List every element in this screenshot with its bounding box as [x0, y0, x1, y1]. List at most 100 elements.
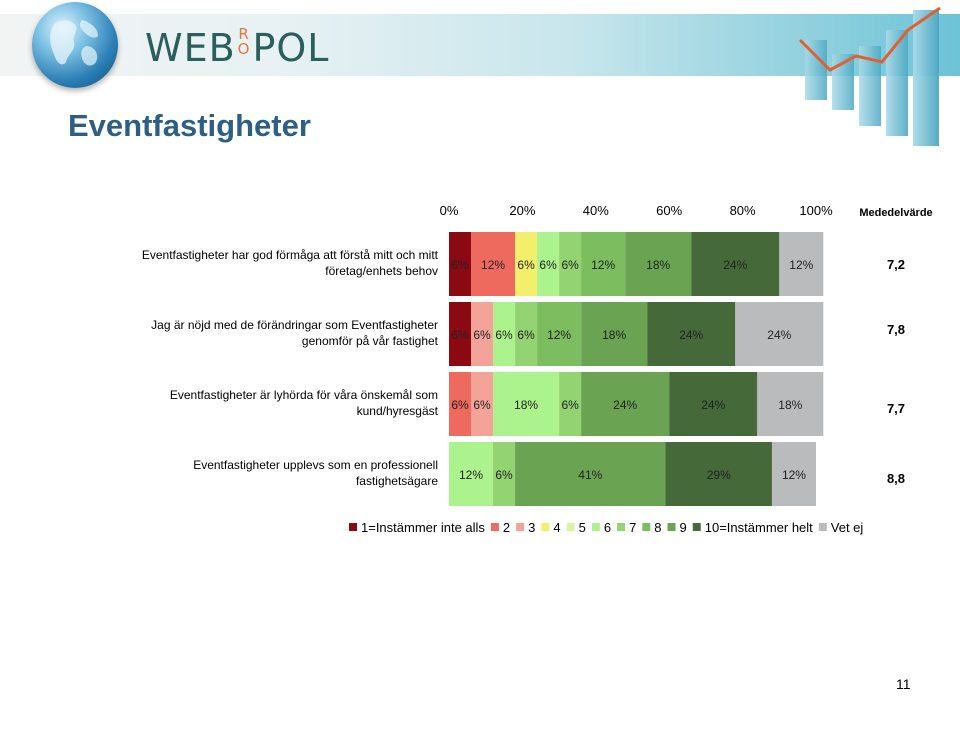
data-label: 6%: [517, 258, 535, 272]
header-banner: [0, 14, 960, 76]
mean-header: Mededelvärde: [859, 207, 932, 219]
data-label: 6%: [517, 328, 535, 342]
page-number: 11: [896, 676, 911, 692]
data-label: 12%: [591, 258, 615, 272]
bar-segment: [581, 232, 626, 296]
bar-segment: [493, 302, 516, 366]
bar-segment: [537, 302, 582, 366]
legend-label: Vet ej: [831, 520, 864, 535]
data-label: 24%: [767, 328, 791, 342]
data-label: 12%: [459, 468, 483, 482]
mean-value: 7,2: [887, 257, 905, 272]
data-label: 12%: [547, 328, 571, 342]
data-label: 6%: [561, 258, 579, 272]
legend-swatch: [692, 523, 701, 531]
row-label-line1: Eventfastigheter upplevs som en professi…: [193, 458, 438, 472]
data-label: 6%: [451, 328, 469, 342]
row-label-line2: företag/enhets behov: [325, 264, 438, 278]
bar-segment: [559, 232, 582, 296]
legend-label: 3: [528, 520, 535, 535]
legend-swatch: [818, 523, 827, 531]
bar-segment: [669, 372, 758, 436]
legend-swatch: [667, 523, 676, 531]
data-label: 6%: [451, 258, 469, 272]
data-label: 12%: [481, 258, 505, 272]
legend-swatch: [617, 523, 626, 531]
legend-label: 5: [579, 520, 586, 535]
mean-value: 8,8: [887, 471, 905, 486]
decorative-bars-graphic: [798, 6, 941, 146]
mean-value: 7,7: [887, 401, 905, 416]
bar-segment: [471, 302, 494, 366]
logo-text-left: WEB: [145, 26, 236, 70]
data-label: 18%: [646, 258, 670, 272]
bar-segment: [449, 442, 494, 506]
bar-segment: [735, 302, 824, 366]
bar-segment: [757, 372, 824, 436]
data-label: 12%: [782, 468, 806, 482]
row-label-line1: Eventfastigheter har god förmåga att för…: [142, 248, 439, 262]
bar-segment: [559, 372, 582, 436]
bar-segment: [771, 442, 816, 506]
data-label: 24%: [723, 258, 747, 272]
data-label: 18%: [602, 328, 626, 342]
bar-segment: [515, 232, 538, 296]
legend-label: 4: [553, 520, 560, 535]
bar-segment: [515, 442, 666, 506]
legend-label: 10=Instämmer helt: [705, 520, 813, 535]
legend-label: 2: [503, 520, 510, 535]
bar-segment: [691, 232, 780, 296]
data-label: 18%: [778, 398, 802, 412]
x-tick-label: 0%: [440, 203, 459, 218]
bar-segment: [537, 232, 560, 296]
legend-swatch: [591, 523, 600, 531]
x-tick-label: 80%: [730, 203, 756, 218]
row-label-line2: genomför på vår fastighet: [302, 334, 439, 348]
legend-swatch: [490, 523, 499, 531]
legend-label: 1=Instämmer inte alls: [361, 520, 485, 535]
data-label: 24%: [679, 328, 703, 342]
data-label: 6%: [561, 398, 579, 412]
bar-segment: [581, 302, 648, 366]
legend-swatch: [516, 523, 525, 531]
data-label: 12%: [789, 258, 813, 272]
logo: WEB R O POL: [145, 26, 329, 70]
data-label: 29%: [707, 468, 731, 482]
bar-segment: [647, 302, 736, 366]
stacked-bar-chart: 0% 20% 40% 60% 80% 100% Mededelvärde 6% 12% 6% 6% 6…: [142, 203, 933, 535]
bar-segment: [779, 232, 824, 296]
legend-swatch: [541, 523, 550, 531]
data-label: 6%: [539, 258, 557, 272]
legend-swatch: [642, 523, 651, 531]
data-label: 41%: [578, 468, 602, 482]
data-label: 6%: [451, 398, 469, 412]
row-label-line1: Eventfastigheter är lyhörda för våra öns…: [170, 388, 438, 402]
x-tick-label: 60%: [656, 203, 682, 218]
bar-segment: [449, 232, 472, 296]
mean-value: 7,8: [887, 322, 905, 337]
row-label-line1: Jag är nöjd med de förändringar som Even…: [151, 318, 438, 332]
bar-segment: [471, 372, 494, 436]
data-label: 6%: [473, 398, 491, 412]
x-tick-label: 20%: [509, 203, 535, 218]
bar-segment: [493, 372, 560, 436]
bar-segment: [581, 372, 670, 436]
data-label: 6%: [495, 328, 513, 342]
row-label-line2: kund/hyresgäst: [357, 404, 439, 418]
data-label: 18%: [514, 398, 538, 412]
bar-segment: [493, 442, 516, 506]
bar-segment: [665, 442, 772, 506]
logo-text-right: POL: [252, 26, 330, 70]
legend-label: 7: [629, 520, 636, 535]
data-label: 24%: [701, 398, 725, 412]
x-tick-label: 40%: [583, 203, 609, 218]
page-title: Eventfastigheter: [68, 108, 311, 143]
bar-segment: [449, 302, 472, 366]
legend-label: 9: [680, 520, 687, 535]
bar-segment: [625, 232, 692, 296]
row-label-line2: fastighetsägare: [356, 474, 438, 488]
data-label: 6%: [495, 468, 513, 482]
legend-label: 8: [654, 520, 661, 535]
data-label: 24%: [613, 398, 637, 412]
bar-segment: [471, 232, 516, 296]
